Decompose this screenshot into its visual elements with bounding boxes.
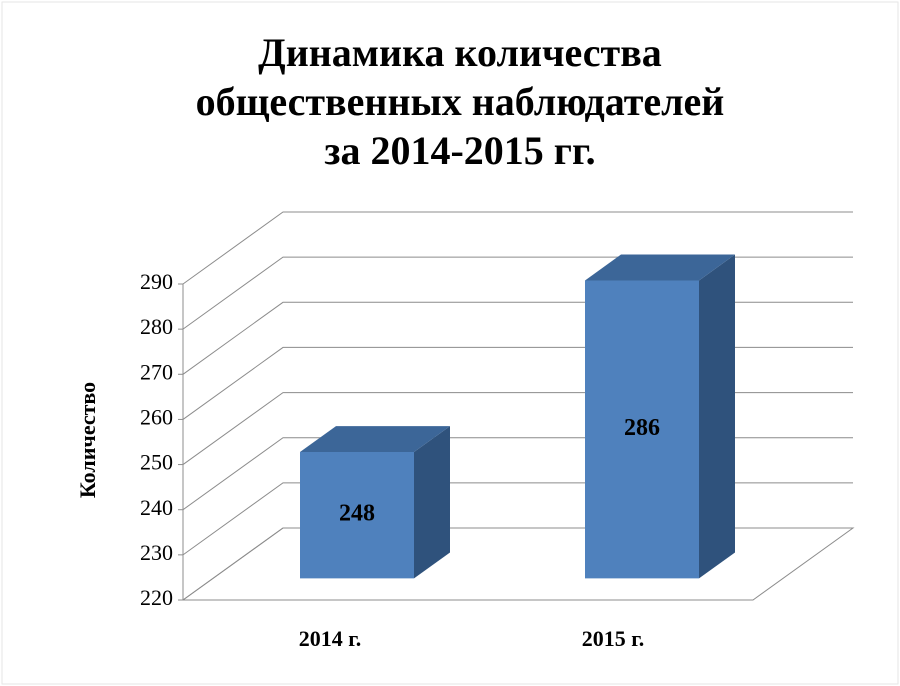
x-tick-label: 2014 г. — [299, 626, 362, 651]
chart-title: общественных наблюдателей — [196, 79, 725, 124]
bar-top — [585, 254, 735, 281]
data-label: 286 — [624, 415, 660, 441]
y-tick-label: 260 — [140, 404, 173, 429]
bar — [585, 280, 699, 579]
y-tick-label: 220 — [140, 585, 173, 610]
chart-title: за 2014-2015 гг. — [324, 128, 595, 173]
y-tick-label: 290 — [140, 269, 173, 294]
bar-side — [414, 426, 450, 579]
chart-title: Динамика количества — [258, 30, 662, 75]
y-axis-label: Количество — [75, 382, 100, 498]
y-tick-label: 240 — [140, 495, 173, 520]
y-tick-label: 230 — [140, 540, 173, 565]
y-tick-label: 250 — [140, 450, 173, 475]
bar-side — [699, 254, 735, 579]
y-tick-label: 280 — [140, 314, 173, 339]
bar — [300, 452, 414, 579]
x-tick-label: 2015 г. — [582, 626, 645, 651]
y-tick-label: 270 — [140, 359, 173, 384]
data-label: 248 — [339, 501, 375, 527]
grid-line — [182, 211, 853, 285]
bar-top — [300, 426, 450, 452]
